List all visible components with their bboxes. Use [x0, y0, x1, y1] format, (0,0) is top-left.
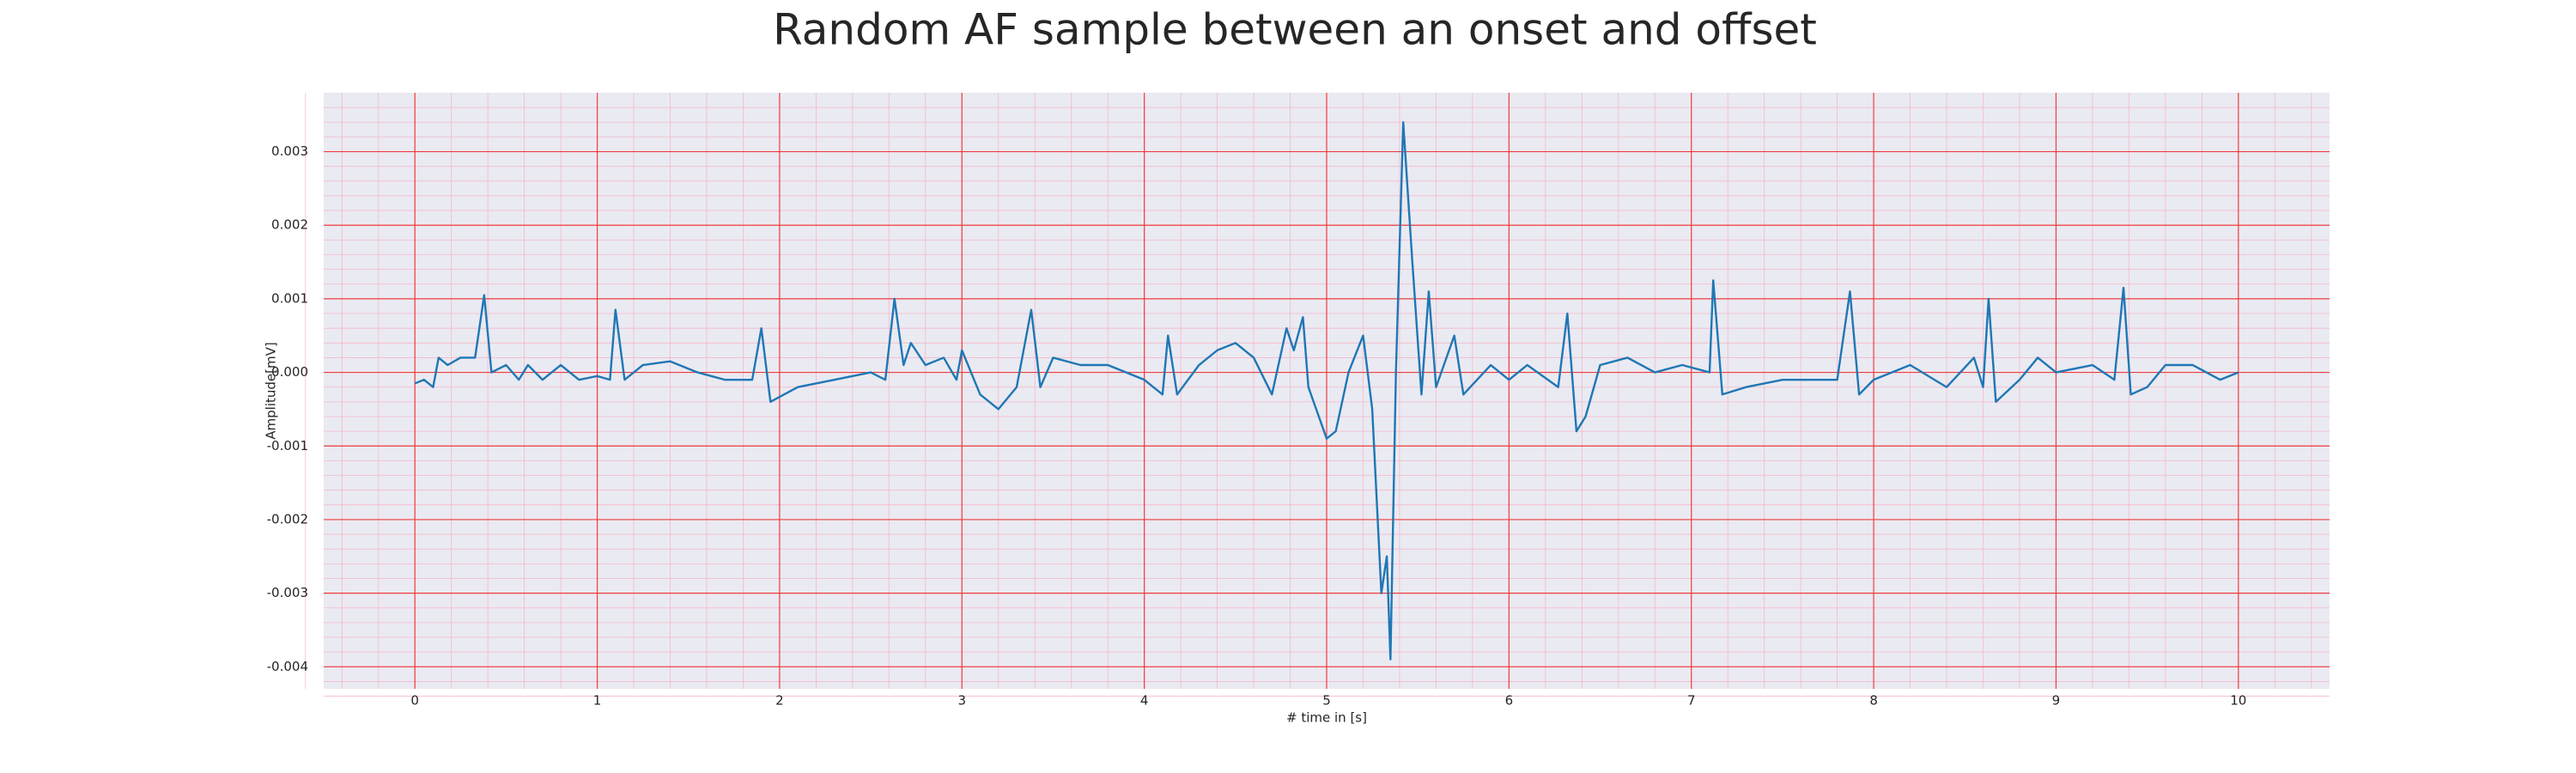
- line-series: [414, 121, 2239, 660]
- x-tick-label: 4: [1140, 693, 1149, 709]
- y-tick-label: 0.003: [271, 143, 308, 159]
- x-tick-label: 0: [410, 693, 419, 709]
- x-tick-label: 9: [2052, 693, 2061, 709]
- y-tick-label: -0.001: [267, 438, 308, 453]
- y-tick-label: -0.002: [267, 511, 308, 526]
- y-tick-label: -0.004: [267, 659, 308, 674]
- x-tick-label: 7: [1687, 693, 1696, 709]
- x-tick-label: 3: [957, 693, 966, 709]
- y-tick-label: 0.000: [271, 364, 308, 380]
- y-tick-label: 0.002: [271, 217, 308, 233]
- x-tick-label: 2: [775, 693, 784, 709]
- x-axis-label: # time in [s]: [1286, 710, 1367, 726]
- x-tick-label: 10: [2230, 693, 2246, 709]
- y-tick-label: -0.003: [267, 585, 308, 600]
- x-tick-label: 6: [1505, 693, 1514, 709]
- chart-title: Random AF sample between an onset and of…: [773, 5, 1817, 55]
- y-axis-label: Amplitude[mV]: [264, 342, 279, 439]
- x-tick-label: 1: [593, 693, 602, 709]
- x-tick-label: 5: [1322, 693, 1331, 709]
- y-tick-label: 0.001: [271, 290, 308, 306]
- x-tick-label: 8: [1869, 693, 1878, 709]
